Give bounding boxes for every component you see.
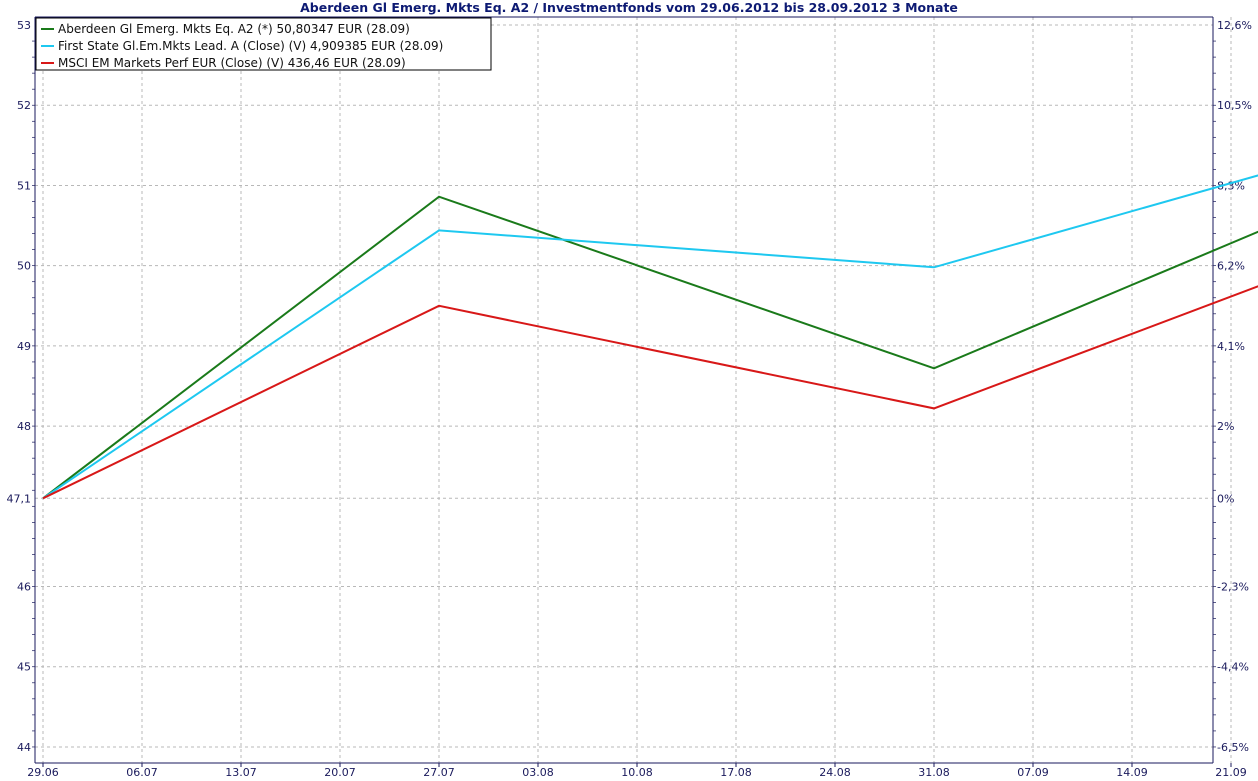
x-tick-label: 03.08 — [522, 766, 554, 779]
plot-area — [35, 17, 1213, 763]
y-right-tick-label: -6,5% — [1217, 741, 1249, 754]
series-line-2 — [42, 174, 1258, 500]
x-tick-label: 10.08 — [621, 766, 653, 779]
legend-entry: First State Gl.Em.Mkts Lead. A (Close) (… — [58, 39, 443, 53]
x-tick-label: 07.09 — [1017, 766, 1049, 779]
y-right-tick-label: 0% — [1217, 492, 1234, 505]
legend-box — [35, 17, 492, 71]
y-right-tick-label: 4,1% — [1217, 340, 1245, 353]
y-left-tick-label: 46 — [17, 581, 31, 594]
y-left-tick-label: 48 — [17, 420, 31, 433]
x-tick-label: 24.08 — [819, 766, 851, 779]
y-right-tick-label: 10,5% — [1217, 99, 1252, 112]
y-left-tick-label: 47,1 — [7, 492, 32, 505]
y-right-tick-label: 8,3% — [1217, 179, 1245, 192]
x-tick-label: 21.09 — [1215, 766, 1247, 779]
y-left-tick-label: 53 — [17, 19, 31, 32]
y-right-tick-label: -4,4% — [1217, 661, 1249, 674]
series-group — [42, 174, 1258, 500]
x-tick-label: 27.07 — [423, 766, 455, 779]
legend: Aberdeen Gl Emerg. Mkts Eq. A2 (*) 50,80… — [35, 17, 492, 71]
y-left-tick-label: 49 — [17, 340, 31, 353]
x-tick-label: 20.07 — [324, 766, 356, 779]
y-right-tick-label: 2% — [1217, 420, 1234, 433]
x-tick-label: 06.07 — [126, 766, 158, 779]
y-left-tick-label: 44 — [17, 741, 31, 754]
y-left-tick-label: 51 — [17, 179, 31, 192]
x-tick-label: 17.08 — [720, 766, 752, 779]
y-right-tick-label: 12,6% — [1217, 19, 1252, 32]
axes: 53 12,6% 52 10,5% 51 8,3% 50 6,2% 49 4,1% 48 2% 47,1… — [7, 16, 1252, 779]
legend-entry: MSCI EM Markets Perf EUR (Close) (V) 436… — [58, 56, 406, 70]
x-tick-label: 14.09 — [1116, 766, 1148, 779]
y-left-tick-label: 45 — [17, 661, 31, 674]
x-tick-label: 31.08 — [918, 766, 950, 779]
series-line-1 — [42, 195, 1258, 500]
legend-entry: Aberdeen Gl Emerg. Mkts Eq. A2 (*) 50,80… — [58, 22, 410, 36]
grid-lines — [35, 17, 1232, 763]
y-right-tick-label: -2,3% — [1217, 581, 1249, 594]
chart-title: Aberdeen Gl Emerg. Mkts Eq. A2 / Investm… — [300, 0, 958, 15]
y-right-tick-label: 6,2% — [1217, 260, 1245, 273]
series-line-3 — [42, 285, 1258, 500]
x-tick-label: 13.07 — [225, 766, 257, 779]
y-left-tick-label: 50 — [17, 260, 31, 273]
y-left-tick-label: 52 — [17, 99, 31, 112]
x-tick-label: 29.06 — [27, 766, 59, 779]
